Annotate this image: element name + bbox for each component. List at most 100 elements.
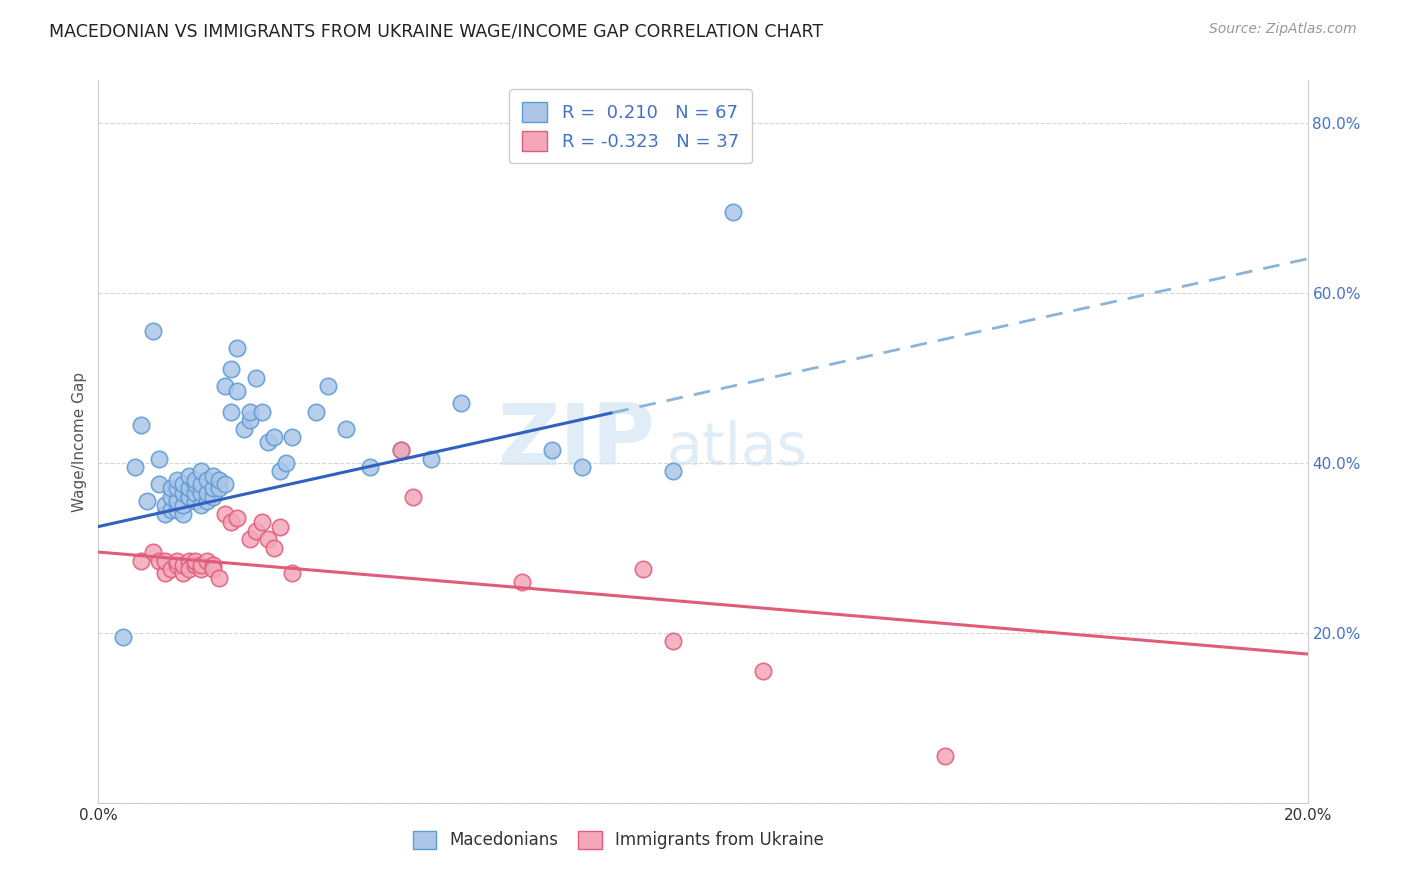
- Point: [148, 451, 170, 466]
- Point: [245, 524, 267, 538]
- Text: MACEDONIAN VS IMMIGRANTS FROM UKRAINE WAGE/INCOME GAP CORRELATION CHART: MACEDONIAN VS IMMIGRANTS FROM UKRAINE WA…: [49, 22, 824, 40]
- Text: ZIP: ZIP: [496, 400, 655, 483]
- Point: [195, 473, 218, 487]
- Point: [166, 494, 188, 508]
- Point: [179, 481, 201, 495]
- Point: [190, 558, 212, 572]
- Point: [450, 396, 472, 410]
- Point: [184, 494, 207, 508]
- Point: [221, 516, 243, 530]
- Point: [305, 405, 328, 419]
- Point: [202, 490, 225, 504]
- Point: [274, 456, 297, 470]
- Point: [208, 570, 231, 584]
- Point: [153, 498, 176, 512]
- Point: [269, 464, 291, 478]
- Point: [179, 553, 201, 567]
- Point: [269, 519, 291, 533]
- Point: [631, 562, 654, 576]
- Point: [202, 481, 225, 495]
- Point: [153, 507, 176, 521]
- Point: [184, 553, 207, 567]
- Point: [360, 460, 382, 475]
- Point: [540, 443, 562, 458]
- Point: [934, 749, 956, 764]
- Point: [195, 485, 218, 500]
- Point: [214, 379, 236, 393]
- Point: [316, 379, 339, 393]
- Point: [752, 664, 775, 678]
- Point: [202, 468, 225, 483]
- Point: [142, 324, 165, 338]
- Point: [208, 481, 231, 495]
- Point: [160, 481, 183, 495]
- Point: [172, 498, 194, 512]
- Point: [281, 566, 304, 581]
- Point: [202, 562, 225, 576]
- Text: Source: ZipAtlas.com: Source: ZipAtlas.com: [1209, 22, 1357, 37]
- Point: [172, 566, 194, 581]
- Point: [148, 477, 170, 491]
- Point: [142, 545, 165, 559]
- Point: [153, 553, 176, 567]
- Point: [184, 477, 207, 491]
- Point: [195, 553, 218, 567]
- Point: [129, 553, 152, 567]
- Point: [179, 490, 201, 504]
- Point: [166, 473, 188, 487]
- Point: [202, 558, 225, 572]
- Point: [221, 405, 243, 419]
- Point: [250, 405, 273, 419]
- Point: [239, 413, 262, 427]
- Point: [263, 430, 285, 444]
- Point: [256, 434, 278, 449]
- Point: [232, 422, 254, 436]
- Point: [179, 562, 201, 576]
- Point: [226, 341, 249, 355]
- Point: [214, 477, 236, 491]
- Point: [226, 384, 249, 398]
- Point: [389, 443, 412, 458]
- Point: [510, 574, 533, 589]
- Point: [190, 562, 212, 576]
- Point: [389, 443, 412, 458]
- Point: [179, 468, 201, 483]
- Point: [190, 498, 212, 512]
- Point: [172, 485, 194, 500]
- Y-axis label: Wage/Income Gap: Wage/Income Gap: [72, 371, 87, 512]
- Point: [160, 502, 183, 516]
- Point: [571, 460, 593, 475]
- Point: [184, 485, 207, 500]
- Point: [166, 553, 188, 567]
- Point: [153, 566, 176, 581]
- Point: [179, 490, 201, 504]
- Point: [124, 460, 146, 475]
- Point: [160, 490, 183, 504]
- Point: [245, 371, 267, 385]
- Legend: Macedonians, Immigrants from Ukraine: Macedonians, Immigrants from Ukraine: [406, 824, 831, 856]
- Point: [221, 362, 243, 376]
- Point: [256, 533, 278, 547]
- Point: [402, 490, 425, 504]
- Point: [172, 507, 194, 521]
- Text: atlas: atlas: [666, 420, 807, 477]
- Point: [239, 533, 262, 547]
- Point: [190, 485, 212, 500]
- Point: [190, 477, 212, 491]
- Point: [111, 630, 134, 644]
- Point: [195, 494, 218, 508]
- Point: [214, 507, 236, 521]
- Point: [160, 562, 183, 576]
- Point: [208, 473, 231, 487]
- Point: [166, 558, 188, 572]
- Point: [190, 464, 212, 478]
- Point: [661, 634, 683, 648]
- Point: [166, 481, 188, 495]
- Point: [135, 494, 157, 508]
- Point: [166, 502, 188, 516]
- Point: [250, 516, 273, 530]
- Point: [263, 541, 285, 555]
- Point: [184, 473, 207, 487]
- Point: [335, 422, 357, 436]
- Point: [172, 477, 194, 491]
